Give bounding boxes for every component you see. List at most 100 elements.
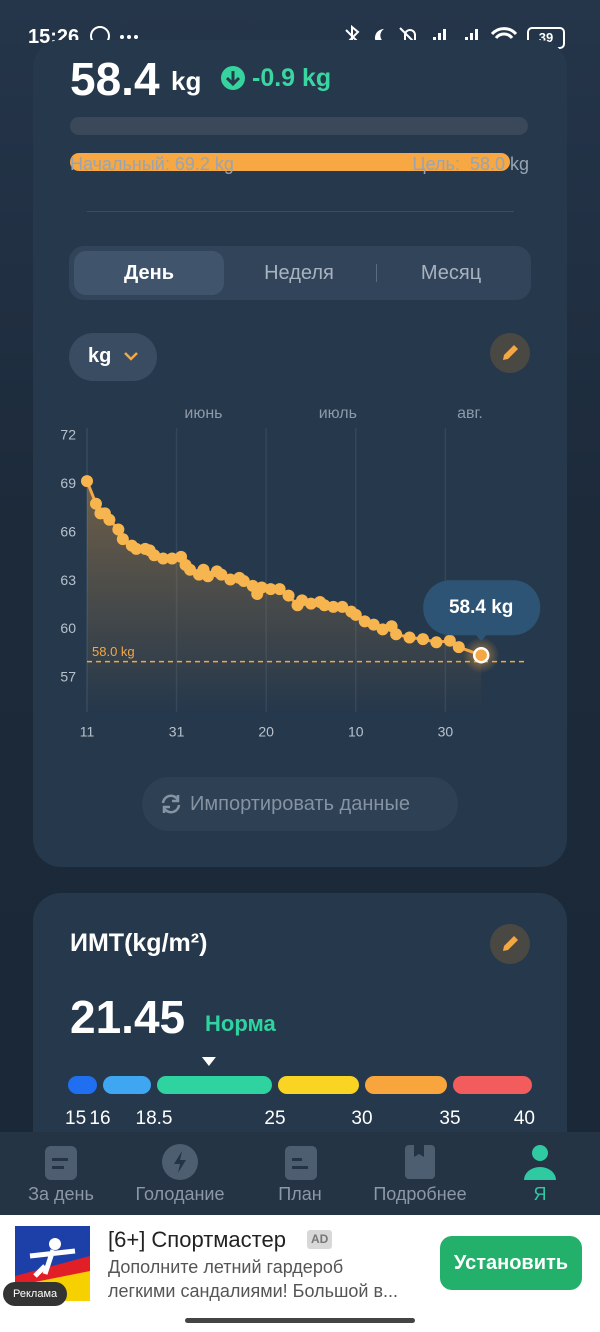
- tab-separator: [376, 264, 377, 282]
- bmi-scale-label: 16: [89, 1108, 110, 1129]
- data-point: [416, 633, 429, 646]
- data-point: [452, 641, 465, 654]
- weight-chart: 11 31 20 10 30 июнь июль авг. 57 60 63 66 69 72 58.0 k…: [60, 405, 541, 740]
- ad-text-line: Дополните летний гардероб: [108, 1257, 344, 1277]
- x-tick-label: 31: [169, 724, 185, 740]
- edit-button[interactable]: [490, 333, 530, 373]
- ad-badge: AD: [307, 1230, 333, 1249]
- data-point: [112, 523, 125, 536]
- weight-card: [33, 40, 567, 867]
- x-tick-label: 20: [258, 724, 274, 740]
- goal-weight: Цель: 58.0 kg: [412, 154, 529, 174]
- tooltip-box: [423, 580, 541, 636]
- bmi-title: ИМТ(kg/m²): [70, 929, 208, 957]
- import-button-label: Импортировать данные: [190, 793, 410, 815]
- data-point: [201, 570, 214, 583]
- nav-label[interactable]: Голодание: [135, 1184, 225, 1204]
- tab-label[interactable]: День: [124, 262, 174, 284]
- month-label: авг.: [457, 405, 483, 422]
- bmi-segment: [103, 1076, 151, 1094]
- bmi-segment: [278, 1076, 359, 1094]
- data-point: [472, 646, 490, 664]
- x-tick-label: 10: [348, 724, 364, 740]
- weight-change: -0.9 kg: [252, 64, 332, 92]
- bmi-value: 21.45: [70, 991, 186, 1043]
- data-point: [81, 475, 93, 488]
- progress-fill: [70, 153, 510, 171]
- data-point: [130, 542, 143, 555]
- data-point: [116, 533, 129, 546]
- bmi-edit-button[interactable]: [490, 924, 530, 964]
- chevron-icon: [124, 352, 138, 361]
- bmi-segment: [157, 1076, 272, 1094]
- data-point: [166, 552, 179, 565]
- y-tick-label: 72: [60, 427, 76, 443]
- x-tick-label: 11: [80, 724, 95, 740]
- down-arrow-icon: [221, 66, 245, 90]
- divider: [87, 211, 514, 212]
- tab-label[interactable]: Месяц: [420, 262, 482, 284]
- ad-title: [6+] Спортмастер: [108, 1227, 286, 1252]
- tooltip-text: 58.4 kg: [449, 597, 513, 618]
- data-point: [282, 589, 295, 602]
- month-label: июнь: [184, 405, 222, 422]
- status-icons-left: [90, 26, 138, 46]
- data-point: [224, 573, 237, 586]
- y-tick-label: 63: [60, 572, 76, 588]
- data-point: [103, 513, 116, 526]
- bmi-scale-label: 40: [514, 1108, 535, 1129]
- data-point: [443, 634, 456, 647]
- import-button[interactable]: [142, 777, 458, 831]
- data-point: [349, 608, 362, 621]
- data-point: [367, 618, 380, 631]
- current-weight: 58.4: [70, 53, 160, 105]
- bmi-scale-label: 30: [351, 1108, 372, 1129]
- data-point: [237, 575, 250, 588]
- data-point: [215, 568, 228, 581]
- home-indicator: [185, 1318, 415, 1323]
- data-point: [255, 581, 268, 594]
- data-point: [264, 583, 277, 596]
- data-point: [390, 628, 403, 641]
- weight-unit: kg: [171, 66, 202, 96]
- data-point: [403, 631, 416, 644]
- data-point: [157, 552, 170, 565]
- data-point: [273, 583, 286, 596]
- ad-text-line: легкими сандалиями! Большой в...: [108, 1281, 399, 1301]
- tooltip-pointer: [475, 634, 488, 642]
- bmi-segment: [68, 1076, 97, 1094]
- nav-label[interactable]: Подробнее: [373, 1184, 467, 1204]
- nav-label[interactable]: План: [278, 1184, 322, 1204]
- unit-selector-label: kg: [88, 345, 112, 367]
- progress-track: [70, 117, 528, 171]
- ad-install-button[interactable]: Установить: [440, 1236, 582, 1290]
- x-tick-label: 30: [438, 724, 454, 740]
- bmi-scale-label: 15: [65, 1108, 86, 1129]
- y-tick-label: 57: [60, 668, 76, 684]
- sync-icon: [161, 794, 181, 814]
- data-point: [327, 600, 340, 613]
- unit-selector[interactable]: [69, 333, 157, 381]
- y-tick-label: 66: [60, 523, 76, 539]
- y-tick-label: 69: [60, 475, 76, 491]
- bmi-scale-label: 18.5: [136, 1108, 173, 1129]
- nav-label[interactable]: Я: [533, 1184, 547, 1204]
- data-point: [336, 600, 349, 613]
- bmi-segment: [453, 1076, 532, 1094]
- bmi-marker: [201, 1057, 216, 1066]
- ad-label: Реклама: [3, 1282, 68, 1306]
- month-label: июль: [319, 405, 357, 422]
- start-weight: Начальный: 69.2 kg: [70, 154, 234, 174]
- tab-label[interactable]: Неделя: [264, 262, 334, 284]
- data-point: [430, 636, 443, 649]
- goal-label: 58.0 kg: [92, 644, 135, 659]
- active-tab: [74, 251, 224, 295]
- data-point: [304, 597, 317, 610]
- data-point: [184, 563, 197, 576]
- data-point: [318, 599, 331, 612]
- bmi-segment: [365, 1076, 447, 1094]
- nav-label[interactable]: За день: [28, 1184, 94, 1204]
- bmi-status: Норма: [205, 1011, 276, 1036]
- y-tick-label: 60: [60, 620, 76, 636]
